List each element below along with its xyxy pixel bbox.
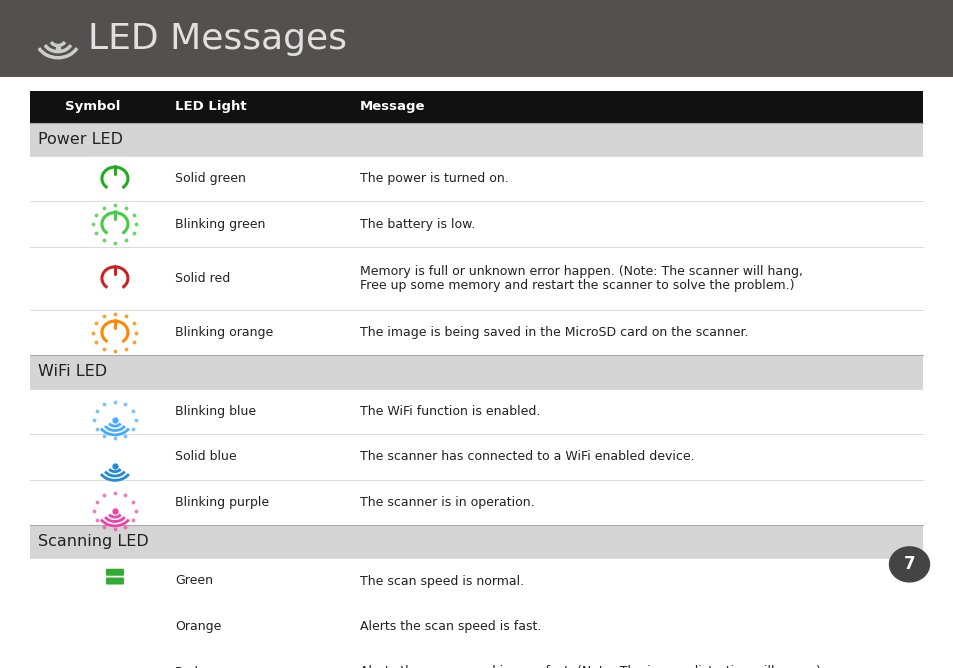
Text: The battery is low.: The battery is low. xyxy=(359,218,475,230)
Text: 7: 7 xyxy=(902,555,914,573)
Text: Memory is full or unknown error happen. (Note: The scanner will hang,: Memory is full or unknown error happen. … xyxy=(359,265,802,278)
Text: Power LED: Power LED xyxy=(38,132,123,146)
Text: The scanner is in operation.: The scanner is in operation. xyxy=(359,496,534,509)
Text: Solid green: Solid green xyxy=(174,172,246,185)
Text: Free up some memory and restart the scanner to solve the problem.): Free up some memory and restart the scan… xyxy=(359,279,794,292)
Bar xyxy=(30,156,923,201)
Text: Red: Red xyxy=(174,665,198,668)
Bar xyxy=(30,434,923,480)
Text: WiFi LED: WiFi LED xyxy=(38,364,107,379)
FancyBboxPatch shape xyxy=(106,568,124,576)
Text: The scanner has connected to a WiFi enabled device.: The scanner has connected to a WiFi enab… xyxy=(359,450,694,463)
Bar xyxy=(30,246,923,310)
Text: Green: Green xyxy=(174,574,213,587)
Text: Orange: Orange xyxy=(174,620,221,633)
Text: Solid blue: Solid blue xyxy=(174,450,236,463)
Text: The image is being saved in the MicroSD card on the scanner.: The image is being saved in the MicroSD … xyxy=(359,326,747,339)
Text: The power is turned on.: The power is turned on. xyxy=(359,172,508,185)
Text: LED Light: LED Light xyxy=(174,100,246,114)
Text: Scanning LED: Scanning LED xyxy=(38,534,149,549)
Text: Blinking purple: Blinking purple xyxy=(174,496,269,509)
Bar xyxy=(30,525,923,558)
FancyBboxPatch shape xyxy=(106,660,124,667)
Bar xyxy=(30,604,923,649)
Text: Blinking orange: Blinking orange xyxy=(174,326,273,339)
Circle shape xyxy=(888,547,928,582)
Text: Blinking blue: Blinking blue xyxy=(174,405,255,418)
FancyBboxPatch shape xyxy=(106,587,124,593)
Text: Alerts the scan speed is very fast. (Note: The image distortion will occur.): Alerts the scan speed is very fast. (Not… xyxy=(359,665,820,668)
Text: LED Messages: LED Messages xyxy=(88,21,347,55)
Text: Symbol: Symbol xyxy=(65,100,120,114)
Bar xyxy=(30,389,923,434)
Bar xyxy=(30,201,923,246)
Text: Alerts the scan speed is fast.: Alerts the scan speed is fast. xyxy=(359,620,540,633)
Bar xyxy=(30,91,923,122)
FancyBboxPatch shape xyxy=(106,623,124,630)
Bar xyxy=(30,355,923,389)
FancyBboxPatch shape xyxy=(106,578,124,584)
Text: Solid red: Solid red xyxy=(174,272,230,285)
Text: Message: Message xyxy=(359,100,425,114)
Bar xyxy=(30,558,923,604)
Bar xyxy=(30,480,923,525)
Bar xyxy=(30,649,923,668)
Text: Blinking green: Blinking green xyxy=(174,218,265,230)
FancyBboxPatch shape xyxy=(106,632,124,639)
FancyBboxPatch shape xyxy=(106,615,124,621)
Bar xyxy=(0,0,952,77)
Bar xyxy=(30,310,923,355)
Bar xyxy=(30,122,923,156)
Text: The WiFi function is enabled.: The WiFi function is enabled. xyxy=(359,405,539,418)
Text: The scan speed is normal.: The scan speed is normal. xyxy=(359,574,523,587)
